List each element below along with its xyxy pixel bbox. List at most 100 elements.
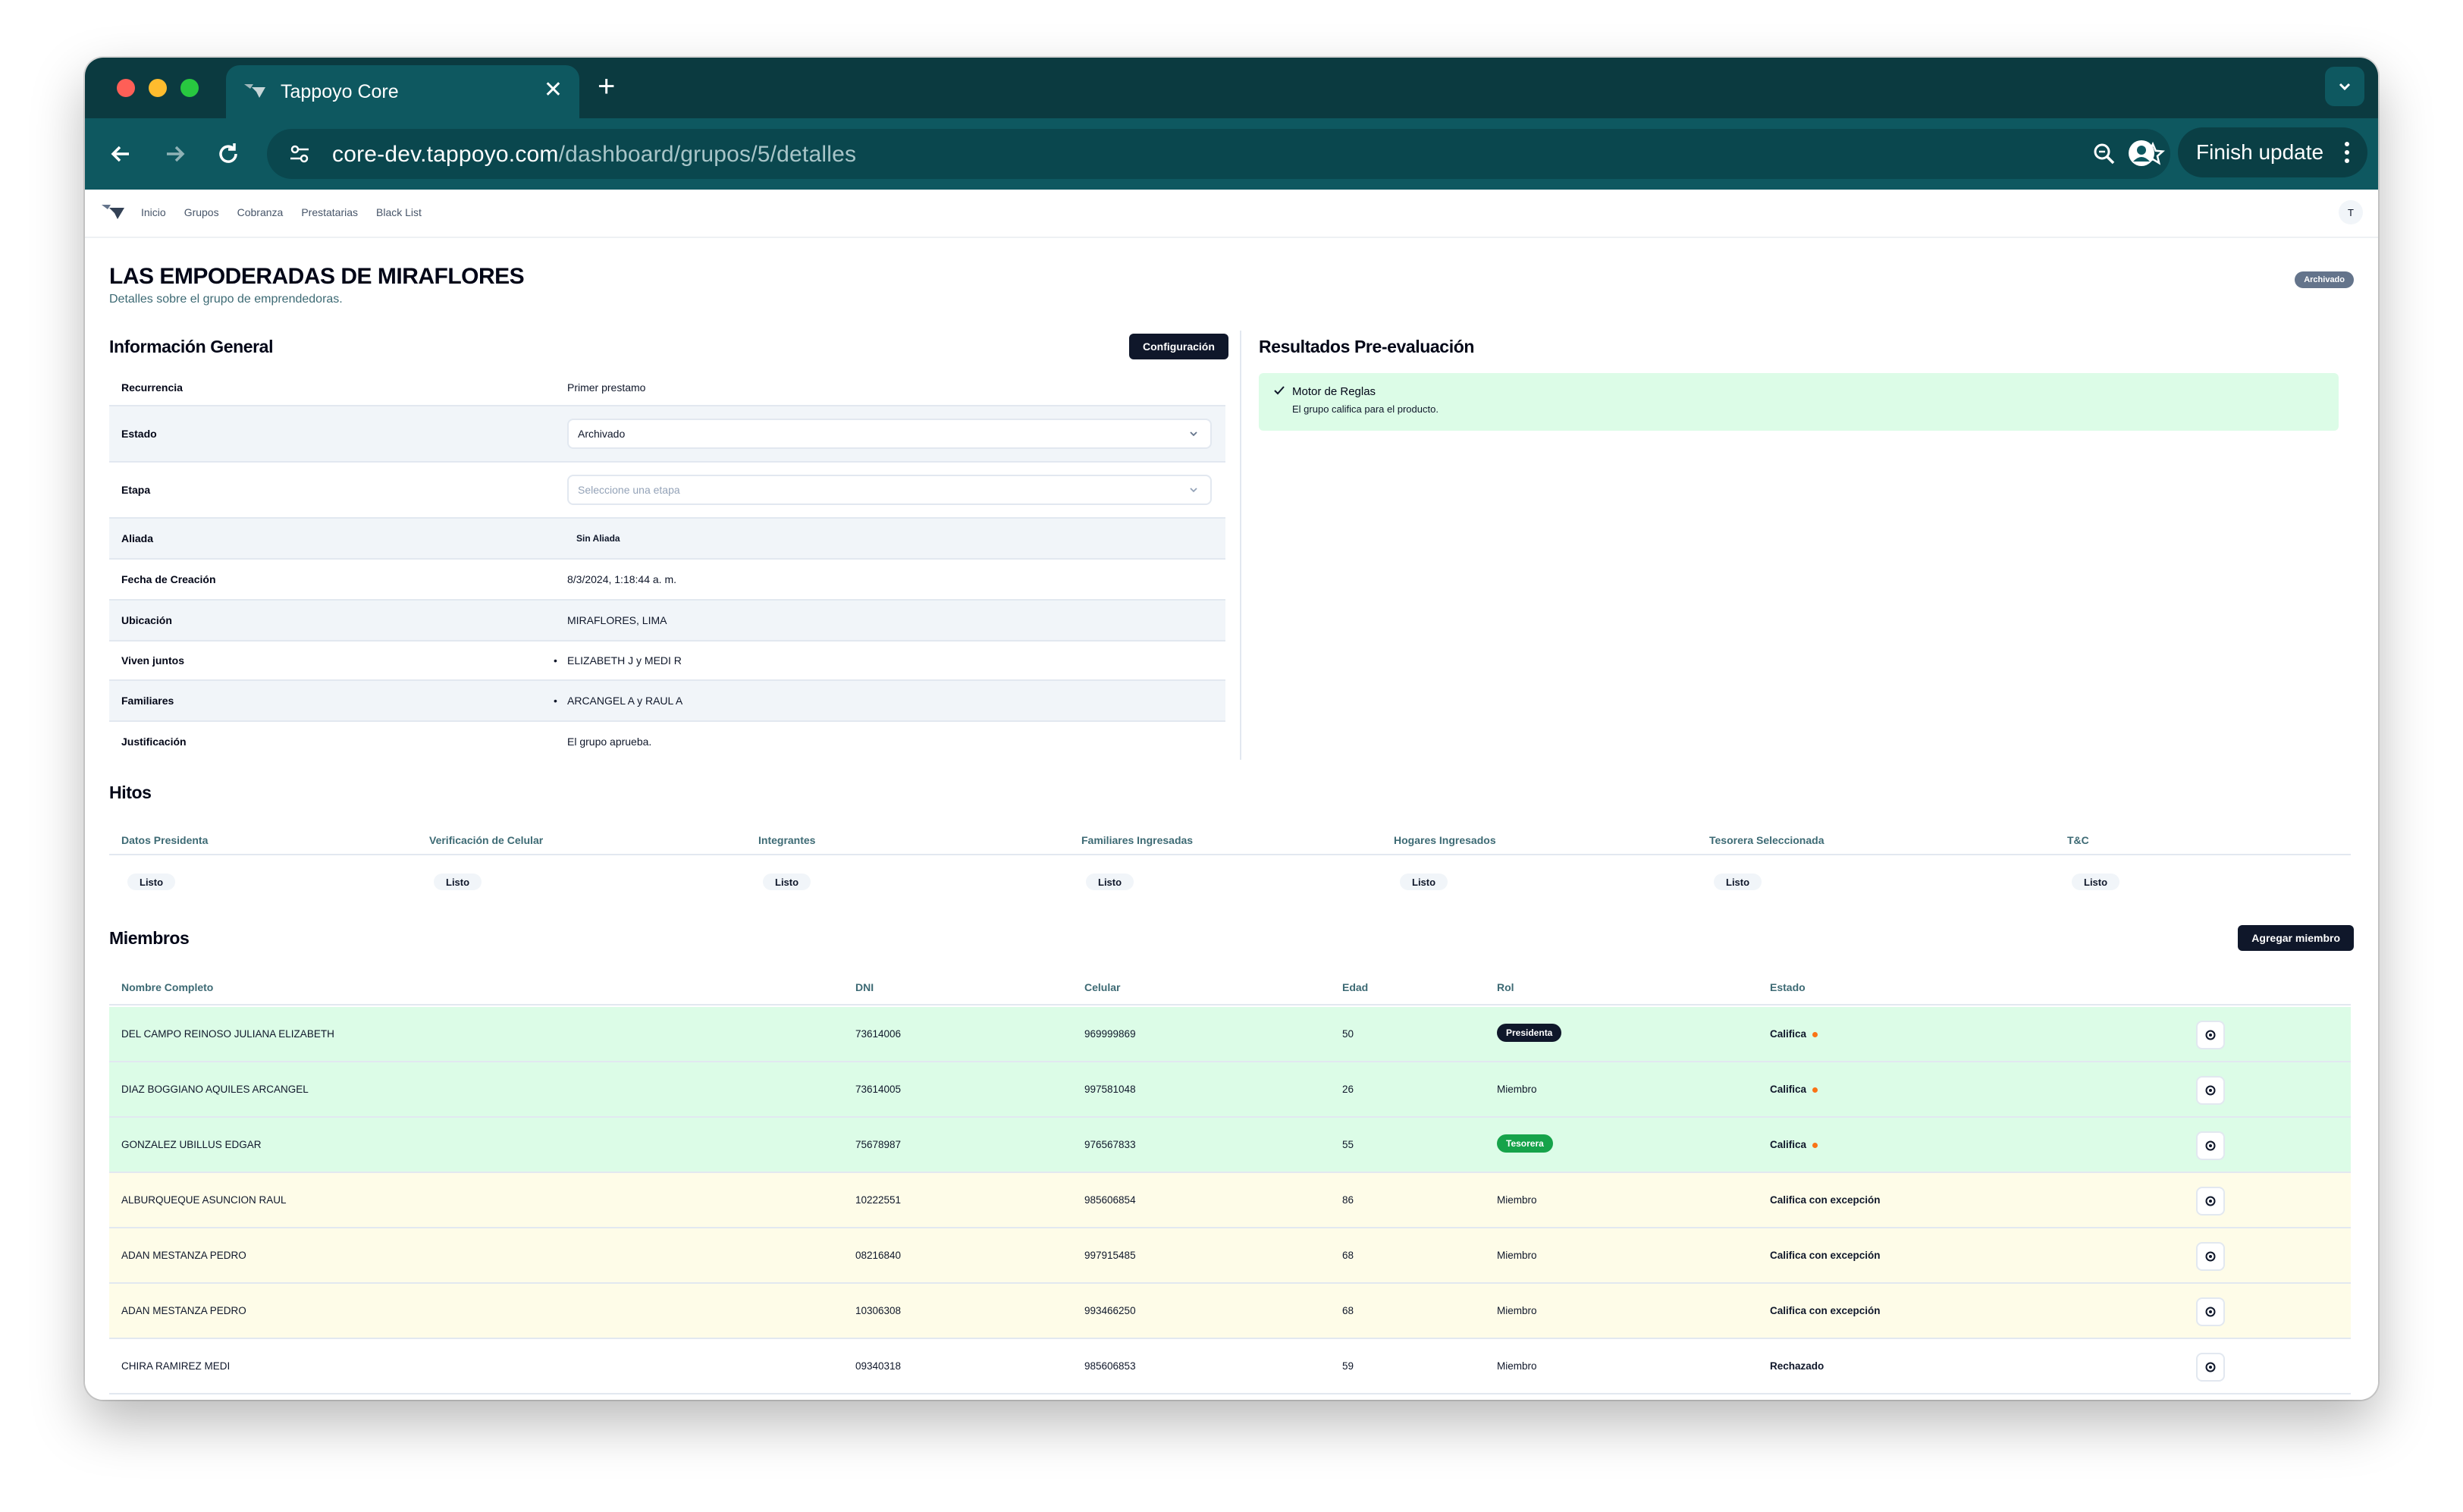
member-age: 26: [1342, 1084, 1354, 1095]
page-content: Inicio Grupos Cobranza Prestatarias Blac…: [85, 190, 2378, 1400]
member-status: Califica: [1770, 1028, 1818, 1040]
info-label: Viven juntos: [121, 654, 184, 667]
table-row[interactable]: GONZALEZ UBILLUS EDGAR 75678987 97656783…: [109, 1118, 2351, 1173]
info-label: Ubicación: [121, 614, 172, 626]
nav-link-grupos[interactable]: Grupos: [184, 206, 219, 218]
hito-status-badge: Listo: [1714, 874, 1762, 890]
tab-search-button[interactable]: [2325, 67, 2364, 106]
member-dni: 08216840: [855, 1250, 902, 1261]
member-name: DIAZ BOGGIANO AQUILES ARCANGEL: [121, 1084, 309, 1095]
info-value: ELIZABETH J y MEDI R: [554, 654, 682, 667]
member-role: Miembro: [1497, 1250, 1537, 1261]
minimize-window-button[interactable]: [149, 79, 167, 97]
member-status-text: Califica: [1770, 1084, 1807, 1095]
table-row[interactable]: DIAZ BOGGIANO AQUILES ARCANGEL 73614005 …: [109, 1062, 2351, 1118]
pre-evaluacion-result: Motor de Reglas El grupo califica para e…: [1259, 373, 2339, 431]
gear-icon: [2205, 1196, 2216, 1206]
forward-icon[interactable]: [158, 136, 193, 171]
tab-bar: Tappoyo Core ✕ +: [85, 58, 2378, 118]
member-settings-button[interactable]: [2196, 1242, 2225, 1271]
nav-link-inicio[interactable]: Inicio: [141, 206, 166, 218]
maximize-window-button[interactable]: [180, 79, 199, 97]
member-age: 50: [1342, 1028, 1354, 1040]
close-window-button[interactable]: [117, 79, 135, 97]
member-dni: 10222551: [855, 1194, 902, 1206]
col-celular: Celular: [1084, 981, 1121, 993]
info-row-etapa: Etapa Seleccione una etapa: [109, 463, 1225, 519]
close-tab-icon[interactable]: ✕: [543, 77, 563, 102]
user-avatar[interactable]: T: [2339, 200, 2363, 224]
address-bar[interactable]: core-dev.tappoyo.com/dashboard/grupos/5/…: [267, 129, 2170, 179]
gear-icon: [2205, 1251, 2216, 1262]
member-dni: 73614006: [855, 1028, 902, 1040]
member-role: Miembro: [1497, 1305, 1537, 1316]
member-phone: 976567833: [1084, 1139, 1136, 1150]
member-role: Miembro: [1497, 1084, 1537, 1095]
member-status: Rechazado: [1770, 1360, 1825, 1372]
member-role: Miembro: [1497, 1194, 1537, 1206]
pre-evaluacion-heading: Resultados Pre-evaluación: [1259, 337, 1474, 356]
member-phone: 969999869: [1084, 1028, 1136, 1040]
app-logo-icon[interactable]: [100, 202, 126, 223]
zoom-icon[interactable]: [2088, 138, 2120, 170]
member-status: Califica con excepción: [1770, 1305, 1881, 1316]
table-row[interactable]: ADAN MESTANZA PEDRO 08216840 997915485 6…: [109, 1228, 2351, 1284]
gear-icon: [2205, 1362, 2216, 1372]
table-row[interactable]: DEL CAMPO REINOSO JULIANA ELIZABETH 7361…: [109, 1007, 2351, 1062]
member-name: ADAN MESTANZA PEDRO: [121, 1250, 246, 1261]
hito-status-badge: Listo: [1086, 874, 1134, 890]
member-phone: 997915485: [1084, 1250, 1136, 1261]
miembros-table-header: Nombre Completo DNI Celular Edad Rol Est…: [109, 971, 2351, 1005]
col-rol: Rol: [1497, 981, 1514, 993]
page-subtitle: Detalles sobre el grupo de emprendedoras…: [109, 293, 343, 306]
finish-update-button[interactable]: Finish update: [2178, 127, 2367, 177]
member-settings-button[interactable]: [2196, 1131, 2225, 1160]
table-row[interactable]: ADAN MESTANZA PEDRO 10306308 993466250 6…: [109, 1284, 2351, 1339]
table-row[interactable]: ALBURQUEQUE ASUNCION RAUL 10222551 98560…: [109, 1173, 2351, 1228]
nav-link-prestatarias[interactable]: Prestatarias: [301, 206, 359, 218]
browser-window: Tappoyo Core ✕ + core-dev.tappoyo.com/da…: [85, 58, 2378, 1400]
col-dni: DNI: [855, 981, 874, 993]
etapa-select-placeholder: Seleccione una etapa: [578, 484, 680, 496]
gear-icon: [2205, 1307, 2216, 1317]
info-row-ubicacion: Ubicación MIRAFLORES, LIMA: [109, 601, 1225, 642]
reload-icon[interactable]: [211, 136, 246, 171]
profile-icon[interactable]: [2123, 135, 2160, 171]
member-phone: 993466250: [1084, 1305, 1136, 1316]
configuration-button[interactable]: Configuración: [1129, 334, 1228, 359]
estado-select[interactable]: Archivado: [567, 419, 1212, 449]
member-name: ALBURQUEQUE ASUNCION RAUL: [121, 1194, 287, 1206]
member-settings-button[interactable]: [2196, 1076, 2225, 1105]
result-description: El grupo califica para el producto.: [1292, 403, 1439, 415]
member-settings-button[interactable]: [2196, 1021, 2225, 1049]
col-edad: Edad: [1342, 981, 1369, 993]
info-row-viven-juntos: Viven juntos ELIZABETH J y MEDI R: [109, 642, 1225, 681]
member-name: DEL CAMPO REINOSO JULIANA ELIZABETH: [121, 1028, 334, 1040]
chevron-down-icon: [2339, 83, 2351, 91]
member-settings-button[interactable]: [2196, 1353, 2225, 1382]
member-settings-button[interactable]: [2196, 1187, 2225, 1216]
member-settings-button[interactable]: [2196, 1297, 2225, 1326]
info-label: Justificación: [121, 736, 187, 748]
back-icon[interactable]: [103, 136, 138, 171]
hitos-col-datos-presidenta: Datos Presidenta: [121, 834, 209, 846]
member-status: Califica: [1770, 1139, 1818, 1150]
nav-link-cobranza[interactable]: Cobranza: [237, 206, 284, 218]
info-label: Fecha de Creación: [121, 573, 216, 585]
table-row[interactable]: CHIRA RAMIREZ MEDI 09340318 985606853 59…: [109, 1339, 2351, 1394]
member-phone: 997581048: [1084, 1084, 1136, 1095]
info-row-recurrencia: Recurrencia Primer prestamo: [109, 370, 1225, 406]
nav-link-black-list[interactable]: Black List: [376, 206, 422, 218]
hitos-table-header: Datos Presidenta Verificación de Celular…: [109, 827, 2351, 855]
hito-status-badge: Listo: [763, 874, 811, 890]
column-divider: [1240, 331, 1241, 760]
browser-toolbar: core-dev.tappoyo.com/dashboard/grupos/5/…: [85, 118, 2378, 190]
app-nav-links: Inicio Grupos Cobranza Prestatarias Blac…: [141, 206, 422, 218]
site-settings-icon[interactable]: [284, 138, 315, 170]
etapa-select[interactable]: Seleccione una etapa: [567, 475, 1212, 505]
new-tab-icon[interactable]: +: [598, 70, 616, 103]
add-member-button[interactable]: Agregar miembro: [2238, 925, 2354, 951]
member-name: ADAN MESTANZA PEDRO: [121, 1305, 246, 1316]
browser-tab[interactable]: Tappoyo Core ✕: [226, 65, 579, 118]
hitos-heading: Hitos: [109, 783, 152, 802]
